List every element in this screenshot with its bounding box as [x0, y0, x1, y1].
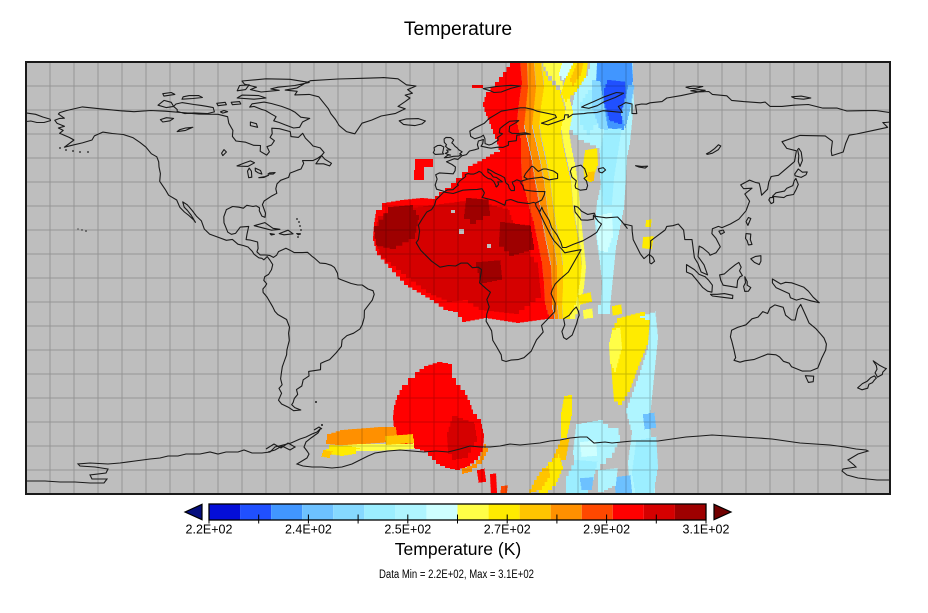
svg-text:Data Min = 2.2E+02, Max = 3.1E: Data Min = 2.2E+02, Max = 3.1E+02 [379, 569, 534, 581]
svg-text:2.2E+02: 2.2E+02 [186, 523, 233, 537]
svg-text:2.9E+02: 2.9E+02 [583, 523, 630, 537]
svg-text:Temperature: Temperature [404, 19, 512, 40]
svg-text:2.7E+02: 2.7E+02 [484, 523, 531, 537]
svg-text:2.5E+02: 2.5E+02 [384, 523, 431, 537]
svg-text:Temperature (K): Temperature (K) [395, 539, 521, 559]
svg-text:3.1E+02: 3.1E+02 [683, 523, 730, 537]
svg-text:2.4E+02: 2.4E+02 [285, 523, 332, 537]
